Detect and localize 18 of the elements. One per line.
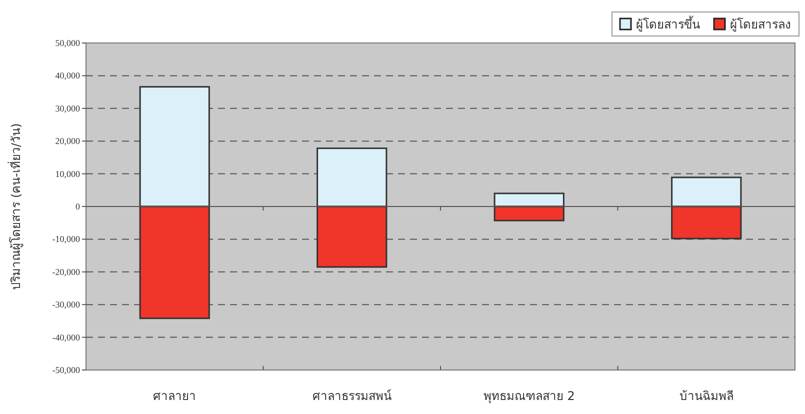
y-tick-label: 20,000 [55, 136, 80, 146]
y-tick-label: 0 [76, 202, 80, 212]
x-tick-label: ศาลายา [153, 389, 196, 403]
y-tick-label: -20,000 [52, 266, 80, 277]
y-axis-title: ปริมาณผู้โดยสาร (คน-เที่ยว/วัน) [7, 123, 24, 290]
x-tick-label: ศาลาธรรมสพน์ [312, 389, 392, 403]
legend-label: ผู้โดยสารขึ้น [636, 16, 700, 32]
y-tick-label: -50,000 [52, 365, 80, 375]
y-tick-label: 10,000 [55, 168, 80, 179]
y-tick-label: 50,000 [55, 38, 80, 48]
x-tick-label: พุทธมณฑลสาย 2 [483, 389, 575, 404]
y-tick-label: -30,000 [52, 300, 80, 310]
legend-label: ผู้โดยสารลง [730, 18, 791, 32]
y-tick-label: -10,000 [52, 234, 80, 244]
y-tick-label: -40,000 [52, 332, 80, 342]
y-tick-label: 40,000 [55, 70, 80, 81]
x-tick-label: บ้านฉิมพลี [679, 389, 734, 403]
y-tick-label: 30,000 [55, 103, 80, 114]
